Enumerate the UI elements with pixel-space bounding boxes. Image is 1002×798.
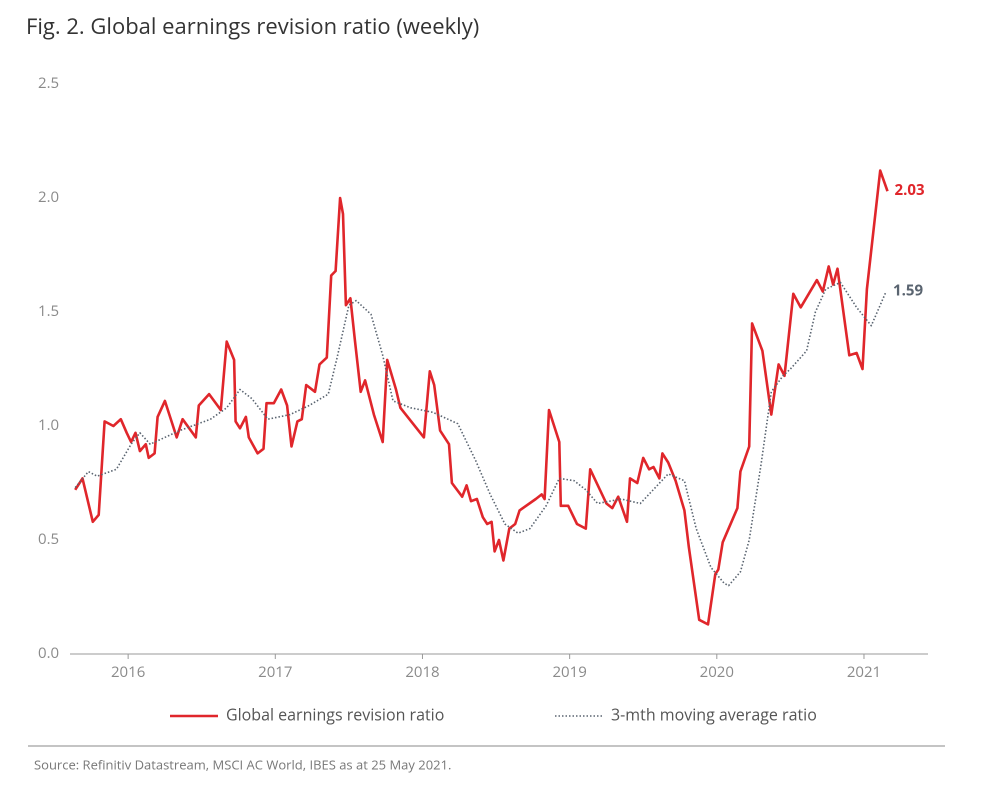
legend-label: Global earnings revision ratio [226, 703, 444, 725]
y-tick-label: 1.5 [38, 301, 59, 321]
chart-title: Fig. 2. Global earnings revision ratio (… [26, 11, 479, 41]
y-tick-label: 2.5 [38, 73, 59, 93]
x-tick-label: 2018 [405, 662, 439, 682]
source-note: Source: Refinitiv Datastream, MSCI AC Wo… [34, 755, 451, 773]
y-tick-label: 2.0 [38, 187, 59, 207]
x-tick-label: 2020 [700, 662, 734, 682]
end-label: 2.03 [895, 180, 925, 200]
x-tick-label: 2019 [552, 662, 586, 682]
end-label: 1.59 [893, 280, 923, 300]
y-tick-label: 0.5 [38, 529, 59, 549]
series-line [74, 169, 889, 626]
x-tick-label: 2021 [847, 662, 881, 682]
legend-label: 3-mth moving average ratio [611, 703, 817, 725]
y-tick-label: 1.0 [38, 415, 59, 435]
y-tick-label: 0.0 [38, 643, 59, 663]
x-tick-label: 2017 [258, 662, 292, 682]
series-line [74, 281, 887, 587]
x-tick-label: 2016 [111, 662, 145, 682]
